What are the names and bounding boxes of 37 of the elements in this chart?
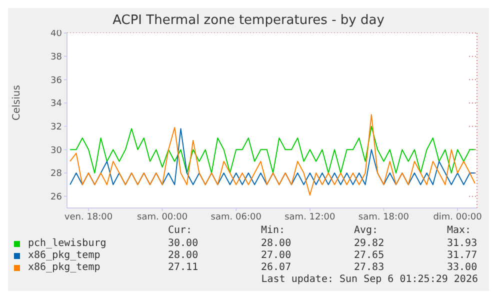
- x-tick-label: ven. 18:00: [64, 212, 113, 222]
- legend-label: pch_lewisburg: [28, 238, 106, 249]
- x-tick-label: sam. 18:00: [358, 212, 410, 222]
- legend-label: x86_pkg_temp: [28, 262, 100, 273]
- chart-title: ACPI Thermal zone temperatures - by day: [112, 12, 386, 30]
- legend-label: x86_pkg_temp: [28, 250, 100, 261]
- text: Last update: Sun Sep 6 01:25:29 2026: [261, 274, 478, 285]
- line-series: [70, 126, 476, 174]
- text: 31.77: [447, 250, 478, 261]
- text: 26.07: [261, 262, 292, 273]
- line-series: [70, 114, 476, 196]
- text: 28.00: [261, 238, 292, 249]
- y-tick-label: 36: [50, 76, 62, 86]
- text: 33.00: [447, 262, 478, 273]
- text: Min:: [261, 225, 286, 236]
- text: 29.82: [354, 238, 384, 249]
- text: Cur:: [168, 225, 192, 236]
- x-tick-label: sam. 00:00: [137, 212, 188, 222]
- x-tick-label: sam. 12:00: [284, 212, 336, 222]
- y-tick-label: 32: [50, 122, 62, 133]
- text: 27.11: [168, 262, 198, 273]
- x-tick-label: dim. 00:00: [433, 212, 482, 222]
- text: 27.00: [261, 250, 292, 261]
- text: 27.65: [354, 250, 384, 261]
- text: 31.93: [447, 238, 478, 249]
- y-axis-title: Celsius: [12, 85, 23, 120]
- y-tick-label: 26: [50, 192, 62, 203]
- x-tick-label: sam. 06:00: [210, 212, 262, 222]
- y-tick-label: 28: [50, 169, 62, 180]
- y-tick-label: 34: [50, 99, 62, 110]
- text: Max:: [447, 225, 472, 236]
- y-tick-label: 30: [50, 146, 62, 156]
- text: 27.83: [354, 262, 384, 273]
- y-tick-label: 38: [50, 52, 62, 63]
- text: 30.00: [168, 238, 198, 249]
- text: Avg:: [354, 225, 378, 236]
- text: 28.00: [168, 250, 198, 261]
